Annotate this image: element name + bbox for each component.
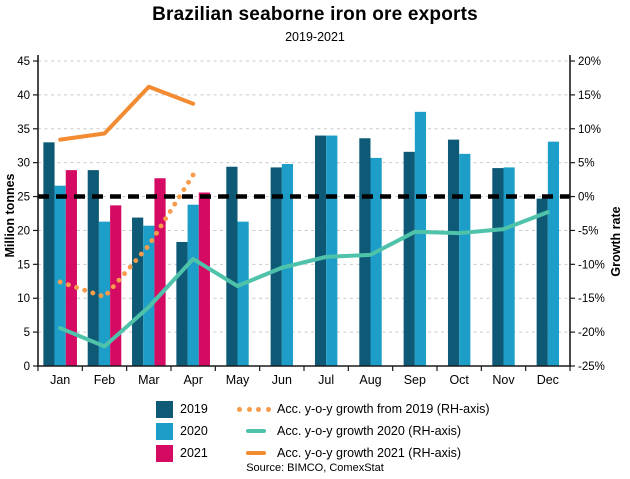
- bar-2020-Mar: [143, 225, 155, 366]
- bar-swatch-2019: [156, 400, 173, 418]
- legend-item-2021: 2021: [156, 442, 208, 464]
- axis-text: Apr: [183, 373, 202, 387]
- axis-text: May: [226, 373, 250, 387]
- axis-text: Jul: [318, 373, 334, 387]
- bar-2019-Jan: [43, 142, 55, 366]
- axis-text: Aug: [359, 373, 381, 387]
- bar-2020-Dec: [547, 141, 560, 366]
- line-dotted-2019: [57, 172, 196, 300]
- bar-2019-Jul: [314, 135, 327, 366]
- bar-2020-Jan: [54, 185, 66, 366]
- axis-text: 5%: [578, 158, 595, 170]
- source-note: Source: BIMCO, ComexStat: [246, 462, 384, 474]
- legend-item-growth-2020: Acc. y-o-y growth 2020 (RH-axis): [237, 420, 490, 442]
- chart-title: Brazilian seaborne iron ore exports: [152, 4, 478, 25]
- bar-swatch-2021: [156, 444, 173, 462]
- axis-text: -15%: [578, 293, 605, 305]
- axis-text: Oct: [449, 373, 469, 387]
- axis-text: 45: [17, 56, 30, 68]
- bar-2019-Dec: [536, 198, 548, 366]
- axis-text: Nov: [492, 373, 515, 387]
- legend-label: 2019: [180, 402, 208, 416]
- axis-text: 25: [17, 192, 30, 204]
- legend-label: 2021: [180, 446, 208, 460]
- axis-text: 15%: [578, 90, 601, 102]
- axis-text: 5: [24, 327, 30, 339]
- plot-area: 0 5 10 15 20 25 30 35 40 45 -25% -20% -15% -10% -5% 0% 5…: [3, 55, 623, 387]
- bar-2019-Feb: [87, 170, 99, 366]
- bar-2021-Mar: [154, 178, 166, 366]
- legend: 2019 2020 2021 Acc. y-o-y growth from 20…: [0, 398, 630, 464]
- bar-2021-Feb: [110, 205, 122, 366]
- axis-text: 20%: [578, 56, 601, 68]
- bar-2019-Sep: [403, 151, 415, 366]
- axis-text: Feb: [94, 373, 116, 387]
- dotted-line-swatch: [237, 401, 277, 418]
- axis-text: 35: [17, 124, 30, 136]
- axis-text: 30: [17, 158, 30, 170]
- axis-text: Jan: [50, 373, 70, 387]
- bar-2019-Jun: [270, 167, 282, 366]
- legend-label: Acc. y-o-y growth 2020 (RH-axis): [277, 424, 462, 438]
- bar-2019-Oct: [447, 139, 460, 366]
- axis-text: Million tonnes: [3, 173, 17, 257]
- solid-line-swatch-2020: [237, 423, 277, 440]
- chart-subtitle: 2019-2021: [285, 30, 345, 44]
- bar-2020-May: [237, 221, 249, 366]
- axis-text: Dec: [537, 373, 559, 387]
- axis-text: 10: [17, 293, 30, 305]
- solid-line-swatch-2021: [237, 445, 277, 462]
- axis-text: 0: [24, 361, 30, 373]
- bar-2020-Nov: [503, 167, 515, 366]
- axis-text: Jun: [272, 373, 292, 387]
- axis-text: 20: [17, 225, 30, 237]
- axis-text: 0%: [578, 192, 595, 204]
- axis-text: 40: [17, 90, 30, 102]
- bar-2020-Aug: [370, 157, 382, 366]
- bar-2020-Feb: [98, 221, 111, 366]
- bar-2020-Sep: [414, 111, 427, 366]
- bar-2021-Apr: [198, 192, 210, 366]
- axis-text: Mar: [138, 373, 160, 387]
- axis-text: -10%: [578, 259, 605, 271]
- bar-2019-May: [226, 166, 238, 366]
- line-solid-2020: [58, 210, 550, 349]
- axis-text: 10%: [578, 124, 601, 136]
- bar-2019-Mar: [132, 217, 144, 366]
- bar-2019-Apr: [176, 241, 188, 366]
- legend-label: 2020: [180, 424, 208, 438]
- legend-item-2019: 2019: [156, 398, 208, 420]
- bar-2020-Oct: [459, 153, 471, 366]
- bar-2020-Jul: [326, 135, 338, 366]
- legend-line-series: Acc. y-o-y growth from 2019 (RH-axis) Ac…: [237, 398, 490, 464]
- bar-2019-Aug: [359, 138, 371, 366]
- legend-label: Acc. y-o-y growth 2021 (RH-axis): [277, 446, 462, 460]
- axis-text: Growth rate: [609, 206, 623, 276]
- bar-swatch-2020: [156, 422, 173, 440]
- bar-2020-Apr: [187, 204, 199, 366]
- legend-item-growth-2019: Acc. y-o-y growth from 2019 (RH-axis): [237, 398, 490, 420]
- legend-item-2020: 2020: [156, 420, 208, 442]
- legend-item-growth-2021: Acc. y-o-y growth 2021 (RH-axis): [237, 442, 490, 464]
- axis-text: -5%: [578, 225, 598, 237]
- line-solid-2021: [58, 84, 196, 142]
- axis-text: Sep: [404, 373, 426, 387]
- legend-label: Acc. y-o-y growth from 2019 (RH-axis): [277, 402, 490, 416]
- axis-text: -25%: [578, 361, 605, 373]
- legend-bar-series: 2019 2020 2021: [156, 398, 208, 464]
- axis-text: -20%: [578, 327, 605, 339]
- bar-2021-Jan: [65, 170, 77, 366]
- bar-2019-Nov: [492, 168, 504, 366]
- axis-text: 15: [17, 259, 30, 271]
